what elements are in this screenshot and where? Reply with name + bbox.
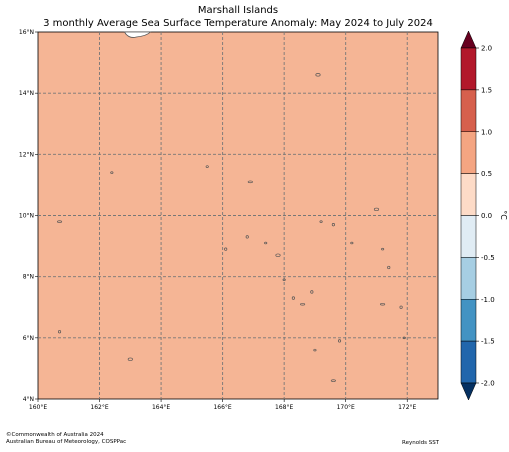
island-outline [205, 165, 209, 168]
lon-tick-label: 170°E [337, 404, 355, 411]
lat-tick-label: 6°N [23, 335, 34, 342]
island-outline [56, 220, 63, 223]
colorbar-tick-label: 1.5 [481, 86, 492, 94]
island-outline [380, 302, 386, 306]
island-outline [127, 357, 133, 361]
lon-tick-label: 166°E [213, 404, 231, 411]
landmass-outline [123, 31, 152, 38]
colorbar-band [460, 89, 477, 132]
colorbar-band [460, 173, 477, 216]
island-outline [399, 305, 403, 309]
lon-tick-label: 168°E [275, 404, 293, 411]
lon-tick-label: 164°E [152, 404, 170, 411]
island-outline [247, 180, 253, 184]
island-outline [337, 339, 342, 343]
island-outline [373, 207, 380, 212]
footer-credits: ©Commonwealth of Australia 2024 Australi… [6, 432, 126, 446]
map-title: Marshall Islands [197, 5, 279, 16]
colorbar-tick-label: -0.5 [481, 254, 495, 262]
sst-anomaly-map: 160°E 162°E 164°E 166°E 168°E 170°E 172°E 4°N 6… [19, 29, 508, 411]
lon-tick-label: 172°E [398, 404, 416, 411]
colorbar-tick-label: -1.5 [481, 338, 495, 346]
island-outline [310, 290, 314, 294]
lat-tick-label: 12°N [19, 151, 34, 158]
colorbar-band [460, 299, 477, 342]
latitude-tick-labels: 4°N 6°N 8°N 10°N 12°N 14°N 16°N [19, 29, 38, 403]
colorbar-tick-label: 0.0 [481, 212, 492, 220]
colorbar-extend-max [460, 30, 477, 49]
island-outline [57, 330, 62, 334]
island-outline [381, 247, 385, 251]
colorbar-tick-label: 1.0 [481, 128, 492, 136]
lon-tick-label: 162°E [90, 404, 108, 411]
colorbar-tick-label: 2.0 [481, 45, 492, 53]
colorbar-tick-label: -1.0 [481, 296, 495, 304]
island-outline [291, 296, 295, 300]
island-outline [331, 223, 335, 227]
island-outline [313, 348, 317, 352]
island-outline [110, 171, 114, 174]
island-outline [319, 220, 323, 223]
island-outline [282, 278, 286, 281]
longitude-tick-labels: 160°E 162°E 164°E 166°E 168°E 170°E 172°E [29, 399, 417, 411]
colorbar-band [460, 215, 477, 258]
colorbar-band [460, 257, 477, 300]
lat-tick-label: 8°N [23, 274, 34, 281]
colorbar-band [460, 47, 477, 91]
colorbar-band [460, 340, 477, 384]
lat-tick-label: 10°N [19, 213, 34, 220]
island-outlines [56, 31, 406, 382]
lat-tick-label: 14°N [19, 90, 34, 97]
island-outline [330, 379, 336, 382]
colorbar-tick-label: -2.0 [481, 380, 495, 388]
colorbar-unit-label: °C [499, 210, 508, 220]
colorbar-tick-label: 0.5 [481, 170, 492, 178]
graticule [38, 32, 438, 399]
island-outline [402, 336, 406, 340]
island-outline [264, 241, 268, 245]
colorbar-extend-min [460, 382, 477, 401]
colorbar: 2.0 1.5 1.0 0.5 0.0 -0.5 -1.0 -1.5 -2.0 [460, 30, 495, 401]
lat-tick-label: 4°N [23, 396, 34, 403]
island-outline [245, 235, 249, 239]
agency-text: Australian Bureau of Meteorology, COSPPa… [6, 439, 127, 445]
lon-tick-label: 160°E [29, 404, 47, 411]
colorbar-band [460, 131, 477, 174]
island-outline [275, 253, 281, 257]
lat-tick-label: 16°N [19, 29, 34, 36]
island-outline [224, 247, 228, 251]
island-outline [350, 241, 354, 245]
dataset-label: Reynolds SST [402, 440, 440, 446]
map-subtitle: 3 monthly Average Sea Surface Temperatur… [43, 18, 433, 29]
island-outline [387, 265, 391, 270]
island-outline [300, 302, 306, 306]
copyright-text: ©Commonwealth of Australia 2024 [6, 432, 104, 438]
island-outline [315, 73, 321, 77]
